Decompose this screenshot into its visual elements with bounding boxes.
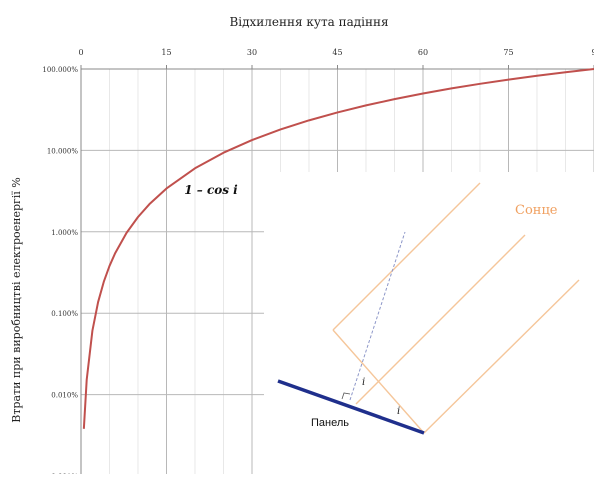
- x-tick-label: 0: [78, 48, 83, 57]
- x-tick-label: 30: [247, 48, 257, 57]
- x-tick-label: 60: [418, 48, 428, 57]
- y-tick-label: 0.010%: [51, 392, 78, 400]
- angle-label-1: i: [362, 377, 365, 388]
- y-axis-label: Втрати при виробництві електроенергії %: [10, 177, 23, 423]
- formula-annotation: 1 – cos i: [184, 183, 238, 197]
- x-tick-label: 9: [591, 48, 594, 57]
- inset-diagram: i i Сонце Панель: [264, 172, 594, 474]
- wavefront-line: [332, 329, 425, 434]
- right-angle-marker: [341, 392, 351, 400]
- x-tick-label: 15: [161, 48, 171, 57]
- sun-ray-2: [355, 234, 526, 405]
- angle-label-2: i: [397, 406, 400, 417]
- series-curve: [82, 68, 594, 429]
- inset-background: [264, 172, 594, 474]
- sun-label: Сонце: [515, 203, 558, 218]
- y-tick-label: 100.000%: [42, 66, 78, 74]
- x-tick-label: 45: [332, 48, 342, 57]
- series-layer: [82, 68, 594, 429]
- sun-ray-1: [332, 182, 481, 331]
- panel-line: [277, 379, 425, 435]
- sun-ray-3: [423, 279, 580, 434]
- x-tick-layer: 0 15 30 45 60 75 9: [78, 48, 594, 69]
- y-tick-label: 0.100%: [51, 310, 78, 318]
- y-tick-label: 1.000%: [51, 229, 78, 237]
- panel-normal-line: [349, 231, 406, 401]
- x-tick-label: 75: [503, 48, 513, 57]
- y-tick-label: 10.000%: [47, 147, 78, 155]
- panel-label: Панель: [311, 417, 349, 429]
- chart-title: Відхилення кута падіння: [229, 15, 388, 29]
